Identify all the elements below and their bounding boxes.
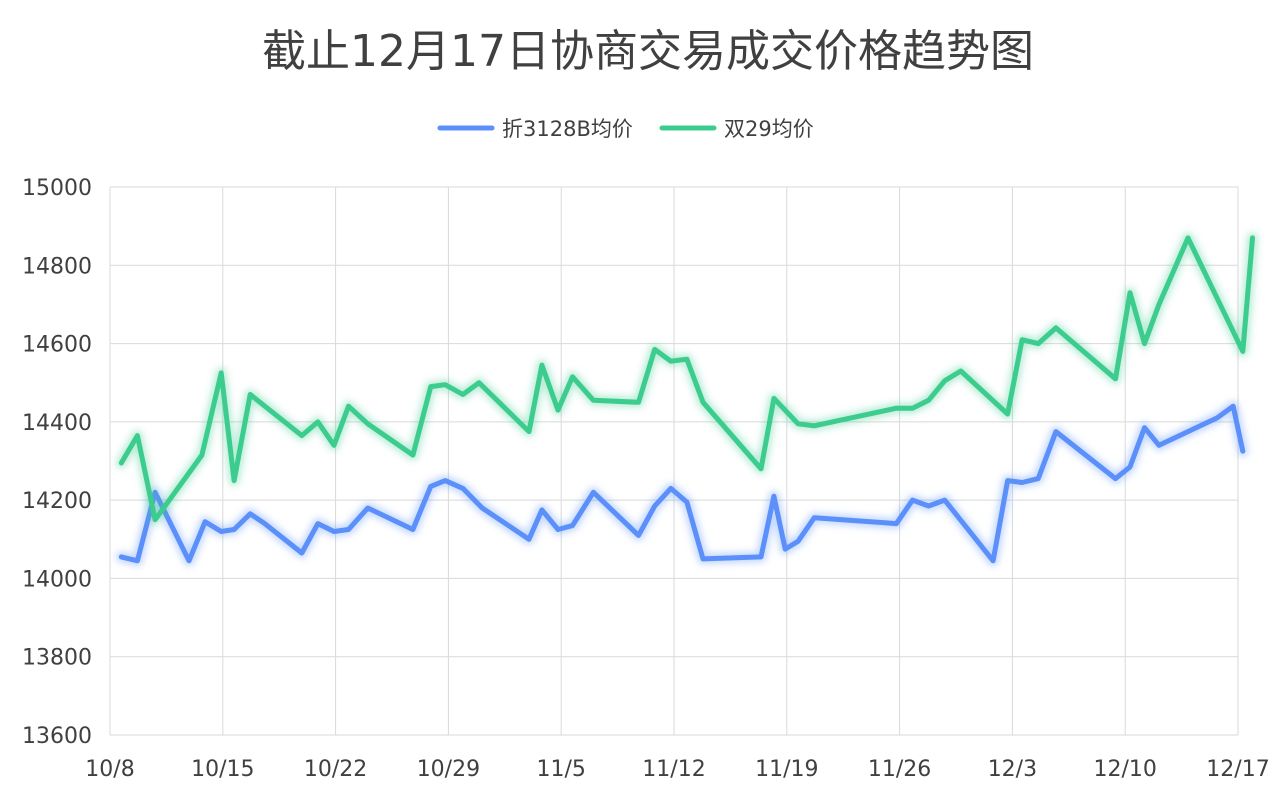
- legend-label: 双29均价: [724, 117, 814, 141]
- x-tick-label: 12/10: [1093, 757, 1156, 782]
- y-tick-label: 14400: [22, 411, 92, 436]
- x-tick-label: 10/15: [191, 757, 254, 782]
- legend-item: 折3128B均价: [437, 117, 633, 141]
- y-tick-label: 15000: [22, 176, 92, 201]
- x-tick-label: 12/17: [1206, 757, 1268, 782]
- series-line: [118, 235, 1255, 523]
- legend-label: 折3128B均价: [502, 117, 633, 141]
- series-layer: [115, 232, 1258, 567]
- x-tick-label: 10/8: [85, 757, 134, 782]
- y-tick-label: 13800: [22, 646, 92, 671]
- series-0: [115, 400, 1249, 567]
- y-tick-label: 14200: [22, 489, 92, 514]
- x-tick-label: 11/12: [642, 757, 705, 782]
- x-tick-label: 11/26: [868, 757, 931, 782]
- legend: 折3128B均价 双29均价: [437, 117, 814, 141]
- series-line-glow: [115, 232, 1258, 526]
- x-axis: 10/8 10/15 10/22 10/29 11/5 11/12 11/19 11/26 12…: [85, 757, 1268, 782]
- y-tick-label: 14000: [22, 567, 92, 592]
- y-axis: 15000 14800 14600 14400 14200 14000 13800 13600: [22, 176, 92, 749]
- x-tick-label: 11/5: [536, 757, 585, 782]
- chart-title: 截止12月17日协商交易成交价格趋势图: [262, 26, 1034, 77]
- x-tick-label: 10/29: [417, 757, 480, 782]
- x-tick-label: 10/22: [304, 757, 367, 782]
- grid: [109, 186, 1239, 736]
- y-tick-label: 13600: [22, 724, 92, 749]
- legend-item: 双29均价: [659, 117, 814, 141]
- x-tick-label: 11/19: [755, 757, 818, 782]
- y-tick-label: 14800: [22, 254, 92, 279]
- y-tick-label: 14600: [22, 333, 92, 358]
- series-line: [118, 403, 1246, 564]
- series-1: [115, 232, 1258, 526]
- x-tick-label: 12/3: [988, 757, 1037, 782]
